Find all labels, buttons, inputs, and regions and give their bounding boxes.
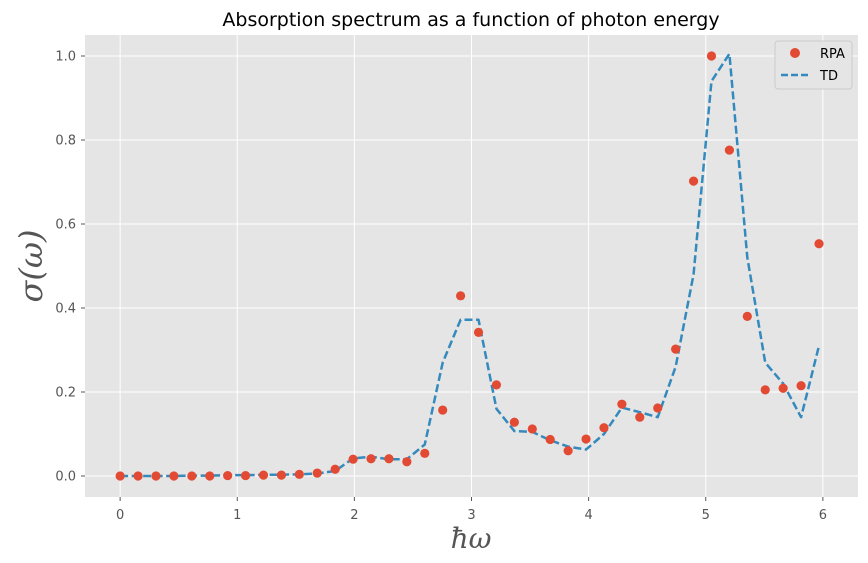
rpa-data-point (151, 471, 161, 481)
rpa-data-point (187, 471, 197, 481)
rpa-data-point (384, 454, 394, 464)
rpa-data-point (312, 468, 322, 478)
x-tick-label: 5 (702, 508, 710, 523)
rpa-data-point (115, 471, 125, 481)
rpa-data-point (133, 471, 143, 481)
rpa-data-point (294, 469, 304, 479)
td-series-line (120, 52, 821, 478)
rpa-data-point (635, 412, 645, 422)
x-axis-label: ħω (451, 522, 492, 555)
rpa-data-point (491, 380, 502, 390)
rpa-data-point (706, 51, 717, 61)
legend-rpa-label: RPA (820, 47, 845, 62)
rpa-data-point (599, 423, 609, 433)
rpa-data-point (240, 470, 251, 481)
rpa-data-point (814, 239, 824, 249)
y-tick-label: 0.0 (55, 470, 76, 485)
rpa-data-point (276, 470, 287, 480)
x-axis-ticks: 0 1 2 3 4 5 6 (116, 497, 827, 523)
rpa-data-point (563, 446, 573, 456)
legend-td-label: TD (819, 69, 838, 84)
x-tick-label: 3 (467, 508, 475, 523)
rpa-data-point (796, 381, 806, 391)
rpa-data-point (402, 457, 412, 467)
x-tick-label: 0 (116, 508, 124, 523)
y-axis-ticks: 0.0 0.2 0.4 0.6 0.8 1.0 (55, 50, 85, 485)
rpa-data-point (688, 176, 699, 186)
rpa-data-point (366, 454, 376, 464)
rpa-data-point (509, 417, 519, 427)
y-tick-label: 0.6 (55, 218, 76, 233)
rpa-data-point (438, 405, 448, 415)
rpa-data-point (760, 385, 770, 395)
y-tick-label: 0.4 (55, 302, 76, 317)
rpa-data-point (205, 471, 215, 481)
rpa-data-point (223, 470, 233, 481)
rpa-data-point (473, 327, 484, 337)
grid-lines (85, 35, 858, 497)
rpa-data-point (348, 454, 358, 464)
series-layer (115, 51, 824, 481)
x-tick-label: 4 (584, 508, 592, 523)
chart-title: Absorption spectrum as a function of pho… (222, 9, 719, 31)
rpa-data-point (778, 383, 788, 393)
legend-rpa-marker (790, 48, 800, 58)
y-axis-label: σ(ω) (12, 230, 50, 303)
x-tick-label: 1 (233, 508, 241, 523)
rpa-data-point (169, 471, 179, 481)
rpa-data-point (527, 424, 537, 434)
y-tick-label: 1.0 (55, 50, 76, 65)
rpa-data-point (671, 344, 681, 354)
rpa-data-point (258, 470, 269, 480)
rpa-data-point (617, 399, 627, 409)
rpa-data-point (724, 145, 735, 155)
rpa-data-point (742, 311, 752, 321)
rpa-data-point (456, 291, 466, 301)
x-tick-label: 2 (350, 508, 358, 523)
rpa-data-point (653, 403, 663, 413)
y-tick-label: 0.2 (55, 386, 76, 401)
legend: RPA TD (774, 40, 853, 90)
y-tick-label: 0.8 (55, 134, 76, 149)
rpa-data-point (330, 464, 340, 474)
rpa-data-point (545, 434, 555, 445)
x-tick-label: 6 (819, 508, 827, 523)
rpa-data-point (581, 434, 591, 444)
rpa-data-point (420, 448, 430, 458)
